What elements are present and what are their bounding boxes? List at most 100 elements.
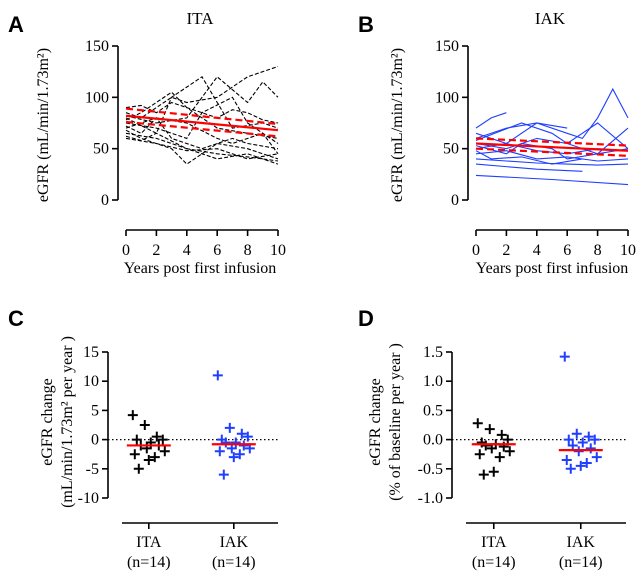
panel-a-x-tick-label: 0	[122, 242, 130, 259]
panel-b-x-tick-label: 10	[620, 242, 636, 259]
panel-c-ylabel-line2: (mL/min/1.73m² per year )	[59, 336, 76, 508]
panel-d-data-point	[563, 434, 574, 445]
panel-a-y-tick-label: 0	[101, 192, 109, 209]
panel-c-data-point	[139, 420, 150, 430]
panel-d-data-point	[496, 429, 507, 440]
panel-b-x-tick-label: 6	[563, 242, 571, 259]
panel-a-x-tick-label: 10	[270, 242, 286, 259]
panel-d-y-tick-label: 0.5	[423, 402, 443, 419]
panel-a-fit-ci-lower	[125, 120, 279, 138]
panel-d-data-point	[591, 452, 602, 463]
panel-b-series-line	[475, 163, 583, 172]
panel-a-x-tick-label: 4	[183, 242, 191, 259]
panel-d-y-tick-label: 0.0	[423, 432, 443, 449]
panel-a-series-line	[125, 91, 279, 139]
panel-d-data-point	[581, 457, 592, 468]
panel-b-fit-ci-upper	[475, 137, 629, 147]
panel-c-data-point	[234, 449, 245, 460]
panel-b-y-tick-label: 150	[435, 38, 459, 55]
panel-d-data-point	[573, 446, 584, 457]
panel-d-data-point	[472, 418, 483, 429]
panel-d-data-point	[571, 428, 582, 439]
panel-c-data-point	[212, 370, 223, 381]
panel-b-series-line	[475, 150, 629, 162]
panel-d-ylabel-line2: (% of baseline per year )	[387, 343, 404, 501]
panel-d-category-n: (n=14)	[472, 554, 516, 571]
panel-b-series-line	[475, 87, 629, 140]
panel-a-series-line	[125, 65, 279, 119]
panel-c-y-tick-label: 10	[83, 373, 99, 390]
panel-a-title: ITA	[187, 9, 215, 28]
panel-b-title: IAK	[535, 9, 566, 28]
panel-d-category-label: ITA	[481, 534, 507, 551]
panel-b: B IAK Years post first infusion eGFR (mL…	[358, 9, 636, 277]
panel-a-fit-line	[125, 114, 279, 132]
panel-c-data-point	[224, 422, 235, 433]
panel-d-ylabel-line1: eGFR change	[367, 378, 384, 466]
panel-b-series-line	[475, 150, 583, 165]
panel-c-plot: 15 10 5 0 -5 -10 ITA (n=14) IAK (n=14)	[78, 344, 278, 571]
panel-b-x-tick-label: 0	[472, 242, 480, 259]
panel-c-y-tick-label: 0	[91, 432, 99, 449]
panel-a-y-tick-label: 50	[93, 141, 109, 158]
panel-a-x-tick-label: 8	[244, 242, 252, 259]
panel-c-y-tick-label: -5	[86, 461, 99, 478]
panel-b-y-tick-label: 100	[435, 89, 459, 106]
panel-c-data-point	[242, 431, 253, 442]
panel-d-data-point	[504, 446, 515, 457]
panel-d-letter: D	[358, 306, 374, 331]
panel-b-xlabel: Years post first infusion	[476, 260, 629, 277]
panel-b-fit-line	[475, 142, 629, 152]
panel-b-series-line	[475, 137, 629, 155]
panel-a-y-tick-label: 150	[85, 38, 109, 55]
panel-a-series-line	[125, 129, 279, 165]
panel-b-ylabel: eGFR (mL/min/1.73m²)	[389, 48, 406, 202]
panel-c-category-n: (n=14)	[212, 554, 256, 571]
panel-a-series-line	[125, 117, 279, 150]
panel-a: A ITA Years post first infusion eGFR (mL…	[8, 9, 286, 277]
panel-c-data-point	[133, 463, 144, 474]
panel-b-series-line	[475, 158, 629, 166]
panel-d-data-point	[575, 460, 586, 471]
panel-c-data-point	[157, 434, 168, 445]
panel-b-fit-ci-lower	[475, 147, 629, 157]
panel-d-data-point	[494, 452, 505, 463]
panel-b-x-tick-label: 8	[594, 242, 602, 259]
panel-b-series-line	[475, 122, 629, 150]
panel-c-data-point	[149, 452, 160, 463]
panel-d-plot: 1.5 1.0 0.5 0.0 -0.5 -1.0 ITA (n=14) IAK (n=14)	[418, 344, 626, 571]
panel-a-fit-ci-upper	[125, 107, 279, 126]
panel-a-series-line	[125, 137, 279, 160]
panel-d-data-point	[561, 455, 572, 466]
panel-c-category-label: ITA	[136, 534, 162, 551]
panel-c: C eGFR change (mL/min/1.73m² per year ) …	[8, 306, 278, 571]
panel-c-y-tick-label: 15	[83, 344, 99, 361]
panel-c-data-point	[218, 469, 229, 480]
panel-a-x-tick-label: 6	[213, 242, 221, 259]
panel-d-y-tick-label: -1.0	[418, 490, 443, 507]
panel-d-y-tick-label: 1.0	[423, 373, 443, 390]
panel-c-data-point	[127, 410, 138, 421]
panel-c-data-point	[131, 434, 142, 445]
panel-d-data-point	[484, 424, 495, 435]
panel-d-data-point	[474, 449, 485, 460]
panel-a-series-line	[125, 96, 279, 144]
panel-b-series-line	[475, 112, 507, 129]
panel-d-data-point	[488, 466, 499, 477]
panel-c-data-point	[220, 437, 231, 448]
panel-b-series-line	[475, 174, 629, 186]
panel-a-xlabel: Years post first infusion	[124, 260, 277, 277]
panel-c-letter: C	[8, 306, 24, 331]
panel-a-ylabel: eGFR (mL/min/1.73m²)	[35, 48, 52, 202]
panel-d-data-point	[565, 463, 576, 474]
panel-d-data-point	[589, 434, 600, 445]
panel-d-data-point	[585, 443, 596, 454]
panel-b-x-tick-label: 2	[502, 242, 510, 259]
panel-b-y-tick-label: 0	[451, 192, 459, 209]
panel-d-data-point	[559, 351, 570, 362]
panel-d-data-point	[577, 437, 588, 448]
panel-c-category-n: (n=14)	[127, 554, 171, 571]
panel-c-y-tick-label: -10	[78, 490, 99, 507]
panel-d-y-tick-label: -0.5	[418, 461, 443, 478]
